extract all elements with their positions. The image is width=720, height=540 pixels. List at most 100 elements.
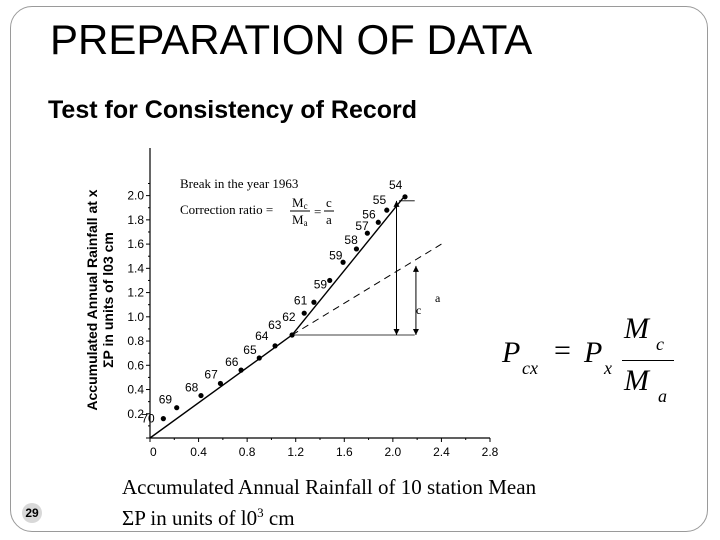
data-point — [272, 343, 278, 349]
y-tick-label: 1.8 — [127, 213, 144, 227]
data-point-label: 69 — [159, 393, 173, 407]
slide-frame — [10, 6, 708, 532]
x-axis-label-sup: 3 — [257, 505, 264, 520]
data-point — [238, 367, 244, 373]
x-tick-label: 0 — [150, 445, 157, 459]
ratio-denominator-sub: a — [304, 218, 308, 228]
formula-rhs-main: P — [584, 336, 603, 369]
consistency-chart: 0.2 0.4 0.6 0.8 1.0 1.2 1.4 1.6 1.8 2.0 0 0.4 0.8 1.2… — [127, 148, 499, 459]
data-point — [174, 405, 180, 411]
data-point-label: 61 — [294, 293, 308, 307]
x-tick-label: 0.4 — [190, 445, 207, 459]
formula-equals: = — [554, 334, 571, 367]
slide-number: 29 — [22, 503, 42, 523]
data-point-label: 62 — [282, 310, 296, 324]
chart-lines — [149, 195, 442, 439]
extended-dashed-line — [291, 243, 442, 336]
data-point-label: 68 — [185, 381, 199, 395]
x-axis-label: Accumulated Annual Rainfall of 10 statio… — [122, 474, 536, 531]
trend-line-after-break — [291, 195, 406, 336]
formula-rhs-sub: x — [604, 358, 612, 378]
formula-lhs-main: P — [502, 336, 521, 369]
data-point — [256, 355, 262, 361]
slide-title: PREPARATION OF DATA — [50, 16, 533, 63]
data-point-label: 64 — [255, 329, 269, 343]
y-tick-label: 0.8 — [127, 334, 144, 348]
data-point-label: 59 — [329, 248, 343, 262]
x-tick-label: 0.8 — [239, 445, 256, 459]
y-tick-label: 1.4 — [127, 261, 144, 275]
data-point — [311, 299, 317, 305]
data-point — [402, 194, 408, 200]
data-point-label: 63 — [268, 318, 282, 332]
y-tick-label: 0.2 — [127, 407, 144, 421]
x-axis-label-line2: ΣP in units of l03 cm — [122, 500, 536, 531]
y-axis-label: Accumulated Annual Rainfall at x ΣP in u… — [84, 189, 116, 410]
x-tick-label: 2.8 — [482, 445, 499, 459]
data-point — [327, 277, 333, 284]
chart-annotations: Break in the year 1963 Correction ratio … — [180, 176, 334, 228]
dimension-c-arrow-down — [393, 328, 400, 335]
data-point-label: 66 — [225, 355, 239, 369]
formula-numerator-main: M — [624, 312, 649, 345]
y-tick-label: 2.0 — [127, 189, 144, 203]
x-tick-label: 2.4 — [433, 445, 450, 459]
correction-formula: P cx = P x M c M a — [498, 312, 688, 412]
data-point-label: 58 — [344, 233, 358, 247]
dimension-a-arrow-down — [412, 328, 419, 335]
data-point-label: 70 — [141, 412, 155, 426]
trend-line-before-break — [149, 334, 293, 439]
formula-fraction-bar — [622, 360, 674, 361]
data-point-label: 54 — [389, 178, 403, 192]
y-axis-label-line2: ΣP in units of l03 cm — [100, 232, 116, 368]
break-annotation: Break in the year 1963 — [180, 176, 298, 191]
correction-ratio-label: Correction ratio = — [180, 202, 273, 217]
x-tick-label: 1.2 — [287, 445, 304, 459]
x-tick-label: 2.0 — [385, 445, 402, 459]
data-point — [384, 207, 390, 213]
formula-denominator-main: M — [624, 364, 649, 397]
data-point-label: 57 — [355, 219, 369, 233]
data-point — [217, 380, 224, 387]
y-tick-label: 0.6 — [127, 358, 144, 372]
x-axis-label-line1: Accumulated Annual Rainfall of 10 statio… — [122, 475, 537, 499]
ratio-numerator-sub: c — [304, 201, 308, 211]
x-tick-label: 1.6 — [336, 445, 353, 459]
formula-numerator-sub: c — [656, 334, 664, 354]
data-point-label: 65 — [243, 343, 257, 357]
ratio-numerator: Mc — [292, 195, 308, 211]
data-point — [160, 416, 166, 422]
data-point-label: 67 — [204, 367, 218, 381]
ratio-numerator-main: M — [292, 195, 304, 210]
data-point — [340, 259, 346, 265]
data-point-label: 59 — [314, 277, 328, 291]
y-tick-label: 1.2 — [127, 286, 144, 300]
data-point-label: 55 — [373, 193, 387, 207]
data-point — [301, 310, 307, 316]
dimension-a-arrow-up — [412, 265, 419, 272]
y-tick-label: 1.0 — [127, 310, 144, 324]
ratio-equals: = — [314, 204, 321, 219]
formula-denominator-sub: a — [658, 386, 667, 406]
data-point — [198, 392, 204, 399]
chart-ticks: 0.2 0.4 0.6 0.8 1.0 1.2 1.4 1.6 1.8 2.0 0 0.4 0.8 1.2… — [127, 183, 499, 459]
slide-subtitle: Test for Consistency of Record — [48, 96, 418, 124]
y-tick-label: 0.4 — [127, 383, 144, 397]
ratio-a: a — [326, 212, 332, 227]
dimension-markers: a c — [292, 200, 441, 336]
data-point — [364, 230, 370, 236]
x-axis-label-prefix: ΣP in units of l0 — [122, 506, 258, 530]
data-point — [289, 332, 295, 338]
dimension-c-arrow-up — [393, 200, 400, 207]
data-point-label: 56 — [362, 207, 376, 221]
dimension-c-label: c — [416, 303, 421, 317]
ratio-denominator-main: M — [292, 212, 304, 227]
formula-lhs-sub: cx — [522, 358, 538, 378]
ratio-c: c — [326, 195, 332, 210]
data-point — [353, 246, 360, 252]
dimension-a-label: a — [435, 291, 441, 305]
x-axis-label-suffix: cm — [263, 506, 295, 530]
ratio-denominator: Ma — [292, 212, 308, 228]
data-point — [375, 219, 381, 225]
